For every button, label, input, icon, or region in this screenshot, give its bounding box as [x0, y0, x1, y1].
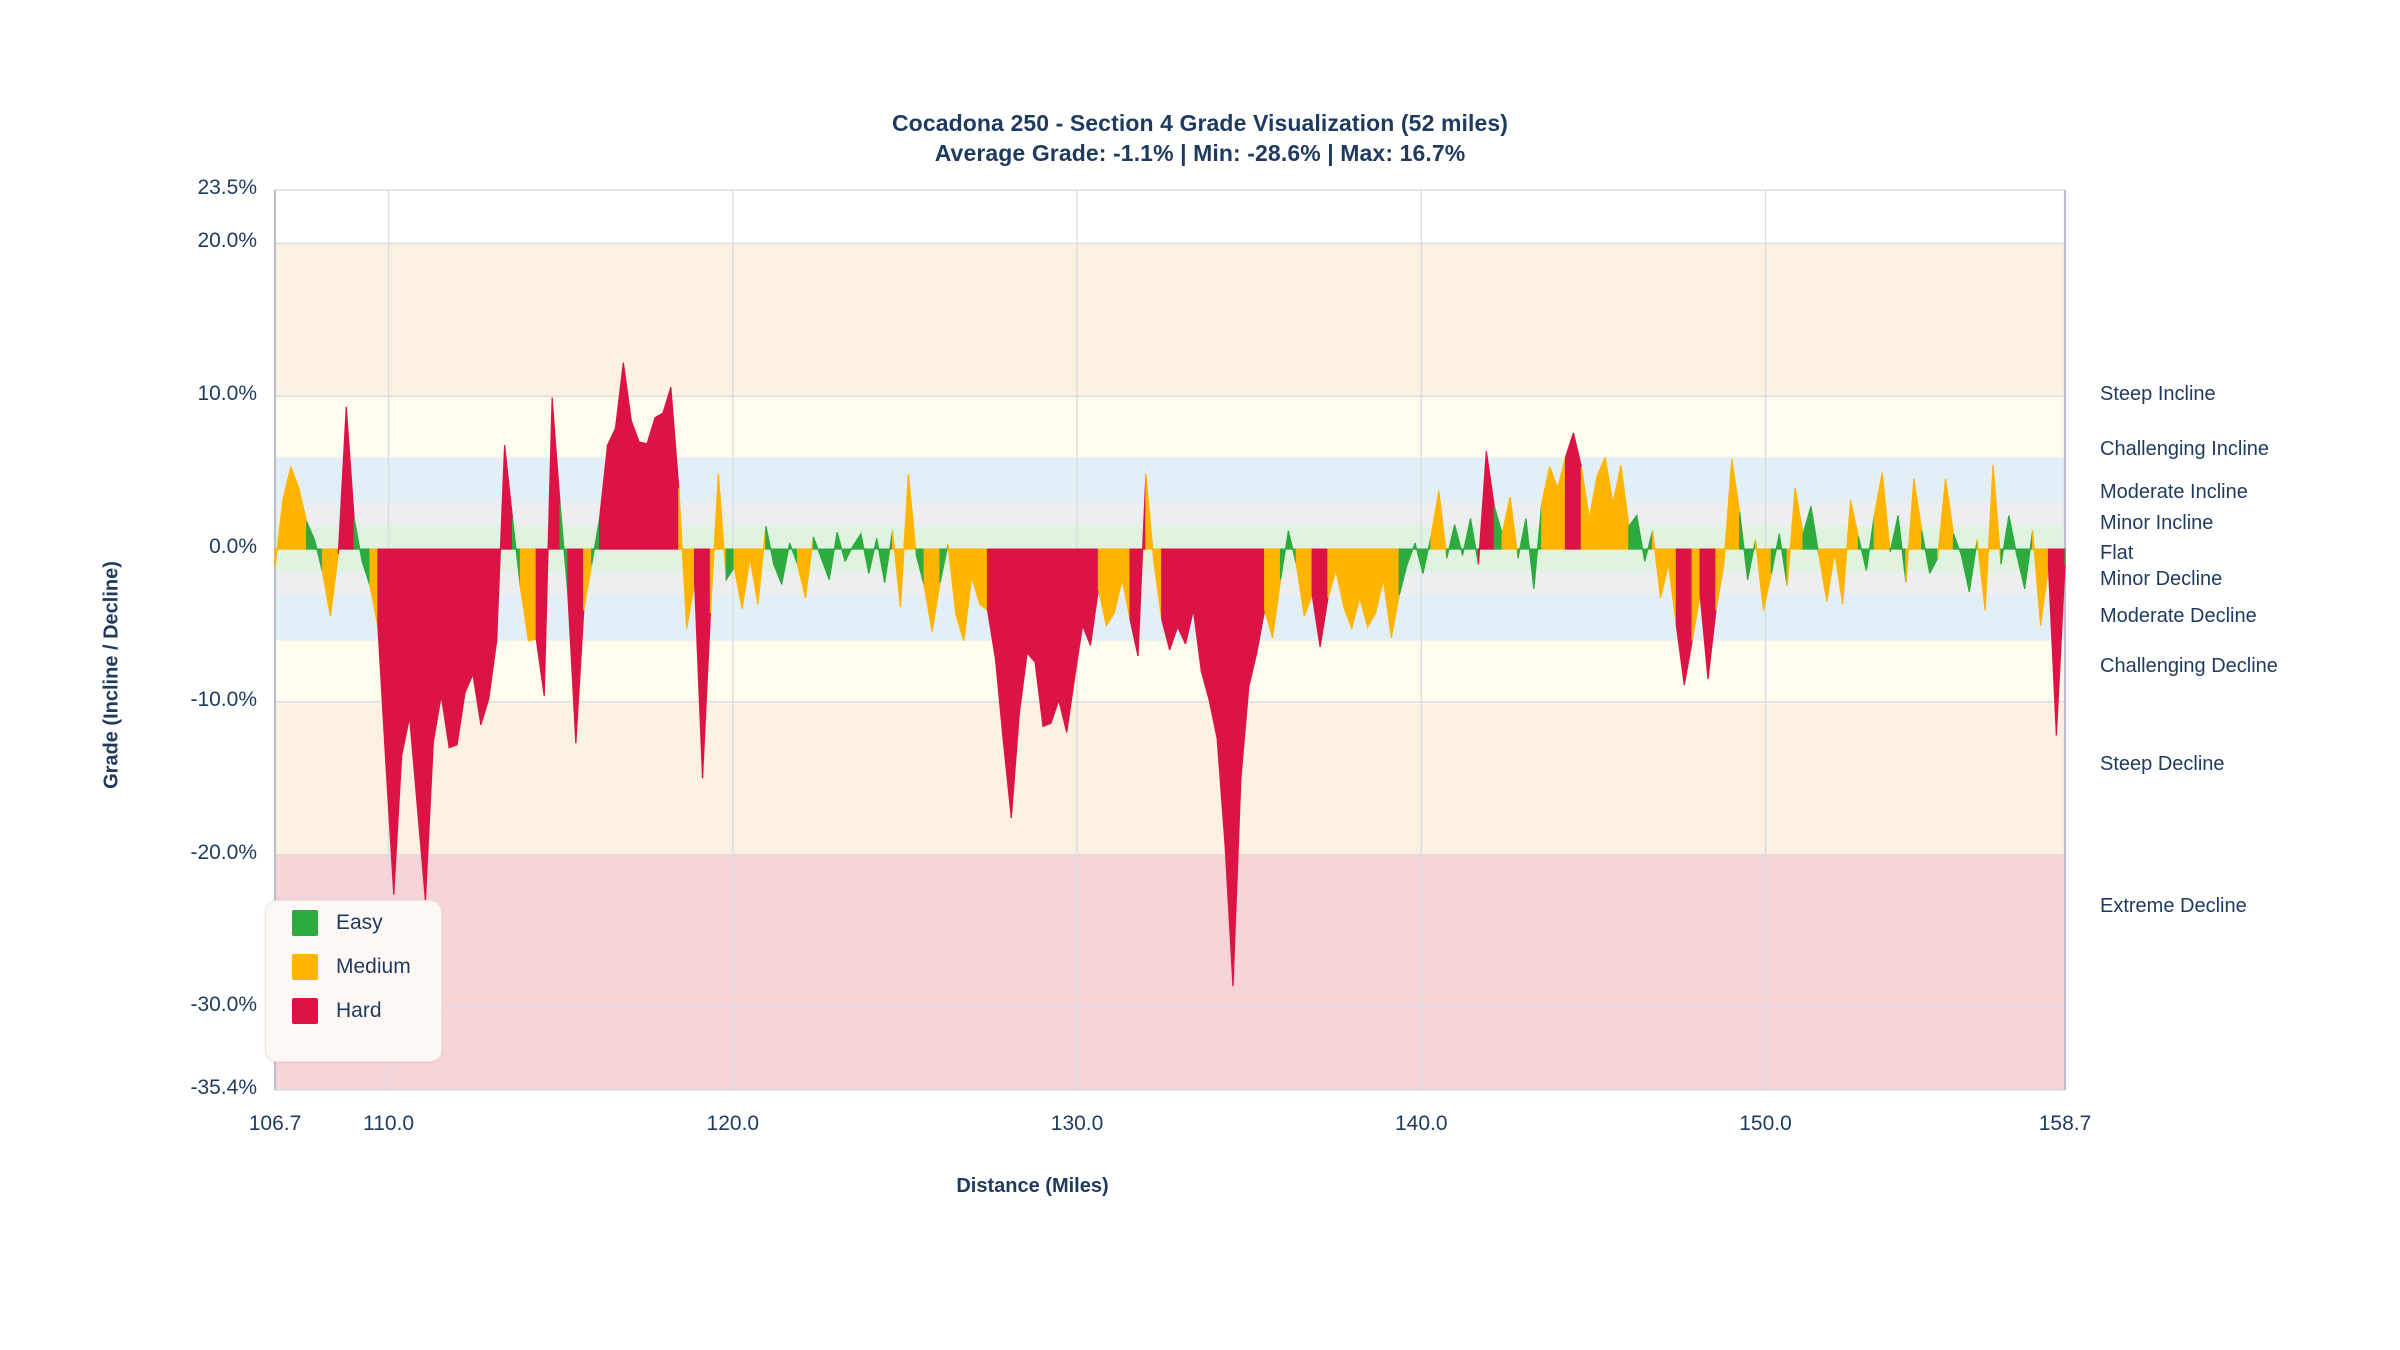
zone-band	[275, 701, 2065, 855]
grade-segment	[480, 548, 490, 725]
legend-item[interactable]: Easy	[266, 901, 441, 945]
grade-segment	[979, 548, 989, 612]
zone-band	[275, 457, 2065, 504]
zone-label: Moderate Decline	[2100, 604, 2257, 627]
zone-band	[275, 243, 2065, 397]
legend-label: Hard	[336, 999, 382, 1022]
legend-swatch	[292, 954, 318, 980]
grade-segment	[1026, 548, 1036, 664]
zone-label: Minor Incline	[2100, 511, 2214, 534]
x-tick-label: 106.7	[248, 1112, 302, 1135]
grade-segment	[464, 548, 474, 693]
y-tick-label: -10.0%	[190, 687, 257, 711]
y-tick-label: 23.5%	[197, 176, 257, 199]
x-tick-label: 150.0	[1739, 1112, 1792, 1135]
legend-swatch	[292, 998, 318, 1024]
zone-label: Extreme Decline	[2100, 895, 2247, 918]
legend-item[interactable]: Medium	[266, 945, 441, 989]
grade-segment	[1366, 548, 1377, 630]
zone-band	[275, 396, 2065, 458]
x-tick-label: 158.7	[2038, 1112, 2092, 1135]
grade-segment	[1200, 548, 1210, 701]
x-tick-label: 130.0	[1050, 1112, 1104, 1135]
grade-segment	[606, 428, 617, 550]
y-tick-label: 10.0%	[197, 382, 257, 406]
zone-label: Minor Decline	[2100, 568, 2223, 591]
legend-swatch	[292, 910, 318, 936]
grade-segment	[1105, 548, 1115, 628]
grade-area-series	[274, 362, 2066, 987]
y-tick-label: -35.4%	[190, 1076, 257, 1099]
zone-label: Steep Decline	[2100, 753, 2225, 776]
grade-segment	[638, 441, 648, 550]
zone-label: Flat	[2100, 542, 2134, 565]
x-tick-label: 120.0	[706, 1112, 760, 1135]
legend-label: Medium	[336, 955, 411, 978]
grade-segment	[654, 412, 664, 550]
legend-label: Easy	[336, 911, 383, 934]
grade-segment	[630, 420, 640, 550]
zone-label: Moderate Incline	[2100, 481, 2248, 504]
grade-segment	[527, 548, 537, 642]
grade-segment	[448, 548, 458, 749]
zone-label: Challenging Incline	[2100, 438, 2270, 461]
zone-band	[275, 854, 2065, 1090]
x-tick-label: 110.0	[363, 1112, 415, 1135]
y-tick-label: -20.0%	[190, 840, 257, 864]
y-tick-label: 20.0%	[197, 229, 257, 253]
legend: Easy Medium Hard	[265, 900, 442, 1062]
zone-label: Steep Incline	[2100, 383, 2216, 406]
grade-segment	[1042, 548, 1052, 728]
y-tick-label: -30.0%	[190, 993, 257, 1017]
x-axis-title: Distance (Miles)	[956, 1175, 1109, 1197]
grade-segment	[1176, 548, 1187, 645]
x-tick-label: 140.0	[1395, 1112, 1448, 1135]
grade-segment	[662, 386, 672, 550]
legend-item[interactable]: Hard	[266, 989, 441, 1033]
grade-segment	[1058, 548, 1068, 733]
y-tick-label: 0.0%	[209, 535, 257, 559]
y-axis-title: Grade (Incline / Decline)	[100, 561, 123, 789]
grade-segment	[401, 548, 411, 756]
grade-segment	[1050, 548, 1060, 724]
zone-label: Challenging Decline	[2100, 655, 2278, 678]
